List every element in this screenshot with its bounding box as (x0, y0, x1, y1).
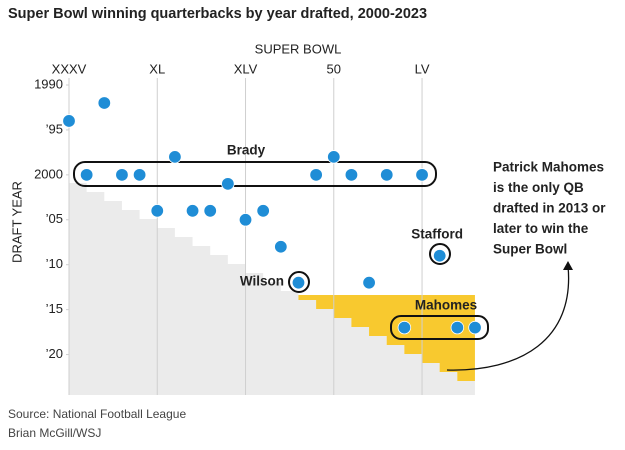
arrow-head (563, 261, 573, 270)
annotation: Wilson (240, 274, 284, 289)
point (62, 114, 76, 128)
point (256, 204, 270, 218)
point (221, 177, 235, 191)
point (327, 150, 341, 164)
callout-line: Patrick Mahomes (493, 160, 604, 175)
point (115, 168, 129, 182)
grid: XXXV XL XLV 50 LV 1990 ’95 2000 ’05 ’10 ’15 ’20 (34, 61, 430, 395)
point (150, 204, 164, 218)
background-shapes (69, 183, 475, 395)
chart-title: Super Bowl winning quarterbacks by year … (8, 6, 427, 22)
point (132, 168, 147, 182)
y-tick-label: 2000 (34, 166, 63, 181)
point (397, 320, 412, 335)
point (415, 168, 429, 182)
wilson-highlight (288, 271, 310, 293)
point (238, 213, 253, 227)
x-tick-label: 50 (327, 61, 341, 76)
y-tick-label: ’95 (46, 121, 63, 136)
callout-line: drafted in 2013 or (493, 201, 606, 216)
point (309, 168, 323, 182)
y-tick-label: 1990 (34, 76, 63, 91)
point (79, 168, 94, 182)
point (97, 96, 112, 110)
y-tick-label: ’05 (46, 211, 63, 226)
y-axis-title: DRAFT YEAR (9, 181, 24, 263)
annotation: Mahomes (415, 298, 477, 313)
x-tick-label: LV (415, 61, 430, 76)
callout-line: Super Bowl (493, 242, 567, 257)
x-axis-title: SUPER BOWL (255, 41, 342, 56)
point (362, 275, 376, 290)
point (274, 240, 288, 254)
point (432, 249, 447, 263)
brady-highlight (73, 161, 437, 187)
callout-line: later to win the (493, 221, 589, 236)
x-tick-label: XL (149, 61, 165, 76)
source: Source: National Football League (8, 407, 186, 421)
y-tick-label: ’10 (46, 256, 63, 271)
point (380, 168, 394, 182)
callout-arrow (446, 265, 570, 371)
point (291, 275, 306, 290)
y-tick-label: ’20 (46, 346, 63, 361)
mahomes-highlight (390, 315, 489, 340)
point (185, 204, 200, 218)
callout: Patrick Mahomes is the only QB drafted in … (493, 160, 606, 257)
points (62, 96, 482, 335)
callout-line: is the only QB (493, 180, 584, 195)
stafford-highlight (429, 243, 451, 265)
point (203, 204, 217, 218)
point (468, 320, 482, 335)
point (344, 168, 359, 182)
y-tick-label: ’15 (46, 301, 63, 316)
x-tick-label: XXXV (52, 61, 87, 76)
point (450, 320, 465, 335)
gray-area (69, 183, 475, 395)
annotation: Brady (227, 143, 266, 158)
x-tick-label: XLV (234, 61, 258, 76)
point (168, 150, 182, 164)
annotation: Stafford (411, 227, 463, 242)
credit: Brian McGill/WSJ (8, 426, 101, 440)
